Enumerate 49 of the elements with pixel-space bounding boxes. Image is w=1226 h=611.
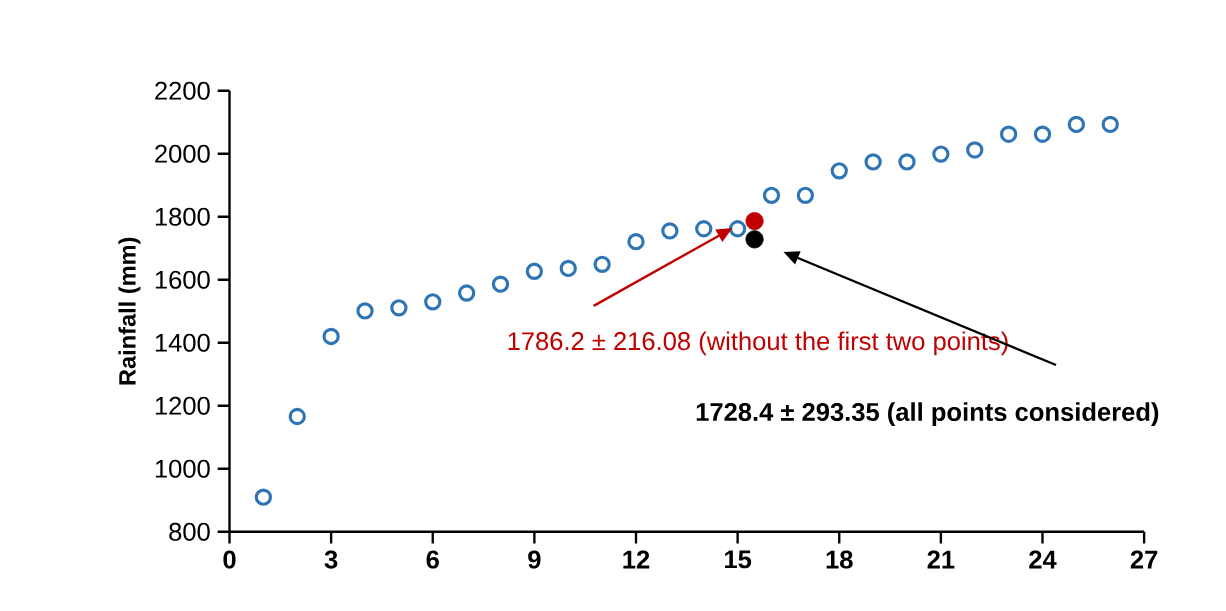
- point: [728, 220, 747, 238]
- x-tick-label: 21: [927, 550, 955, 569]
- y-tick-label: 1800: [155, 207, 210, 226]
- x-tick-label: 12: [623, 550, 650, 569]
- point: [390, 299, 408, 317]
- annotation: 1728.4 ± 293.35 (all points considered): [696, 402, 1159, 427]
- point: [491, 275, 510, 293]
- point: [864, 153, 882, 171]
- point: [559, 259, 577, 278]
- point: [661, 222, 679, 240]
- point: [830, 162, 848, 180]
- y-axis-title: Rainfall (mm): [118, 237, 141, 385]
- y-tick-label: 2000: [155, 144, 210, 163]
- point: [1033, 125, 1052, 144]
- y-tick-label: 1200: [155, 396, 210, 415]
- x-tick-label: 27: [1130, 550, 1158, 569]
- point: [356, 302, 374, 320]
- point: [932, 145, 950, 163]
- point: [762, 186, 781, 205]
- point: [796, 186, 815, 205]
- x-tick-label: 24: [1029, 550, 1057, 569]
- point: [695, 220, 713, 238]
- x-tick-label: 9: [528, 550, 541, 569]
- point: [745, 230, 764, 249]
- y-tick-label: 1000: [155, 459, 210, 478]
- point: [424, 293, 442, 311]
- point: [288, 407, 306, 426]
- point: [322, 327, 340, 346]
- point: [999, 125, 1018, 144]
- x-tick-label: 3: [324, 550, 338, 569]
- point: [254, 488, 273, 506]
- point: [898, 153, 916, 171]
- x-tick-label: 15: [725, 550, 752, 569]
- x-tick-label: 18: [826, 550, 853, 569]
- point: [966, 141, 984, 159]
- point: [627, 233, 645, 251]
- y-tick-label: 1400: [155, 333, 210, 352]
- annotation: 1786.2 ± 216.08 (without the first two points): [508, 331, 1008, 356]
- y-tick-label: 800: [169, 522, 210, 541]
- point: [1101, 115, 1119, 134]
- point: [1067, 115, 1086, 134]
- y-tick-label: 2200: [155, 81, 210, 100]
- x-tick-label: 6: [426, 550, 439, 569]
- point: [593, 255, 611, 274]
- point: [745, 212, 764, 231]
- y-tick-label: 1600: [155, 270, 210, 289]
- point: [525, 262, 544, 281]
- point: [457, 284, 476, 302]
- x-tick-label: 0: [223, 550, 236, 569]
